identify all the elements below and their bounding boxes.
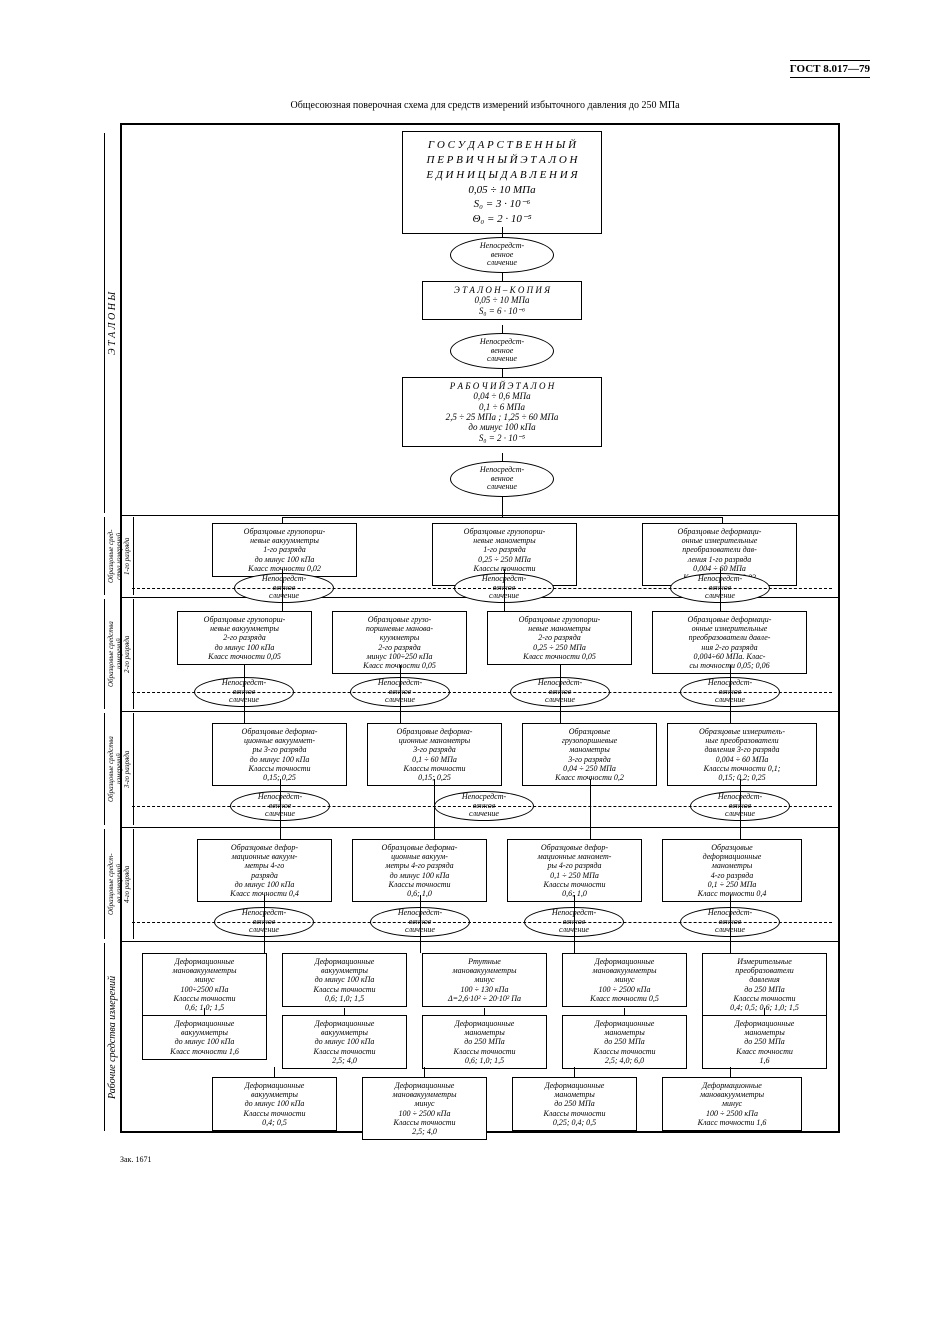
w2-b: Деформационныевакуумметрыдо минус 100 кП… <box>282 1015 407 1069</box>
label-rab: Рабочие средства измерений <box>104 943 121 1131</box>
w2-d: Деформационныеманометрыдо 250 МПаКлассы … <box>562 1015 687 1069</box>
label-r4: Образцовые средст-ва измерений4-го разря… <box>104 829 134 939</box>
oval-npsr-3: Непосредст-венноесличение <box>450 461 554 497</box>
label-r1: Образцовые сред-ства измерений1-го разря… <box>104 517 134 595</box>
w1-e: Измерительныепреобразователидавлениядо 2… <box>702 953 827 1016</box>
r1-a: Образцовые грузопорш-невые вакуумметры1-… <box>212 523 357 577</box>
gost-number: ГОСТ 8.017—79 <box>790 60 870 78</box>
r4-d: Образцовыедеформационныеманометры4-го ра… <box>662 839 802 902</box>
r4-c: Образцовые дефор-мационные маномет-ры 4-… <box>507 839 642 902</box>
w3-c: Деформационныеманометрыдо 250 МПаКлассы … <box>512 1077 637 1131</box>
w3-a: Деформационныевакуумметрыдо минус 100 кП… <box>212 1077 337 1131</box>
primary-etalon: Г О С У Д А Р С Т В Е Н Н Ы Й П Е Р В И … <box>402 131 602 234</box>
r3-a: Образцовые деформа-ционные вакууммет-ры … <box>212 723 347 786</box>
page-title: Общесоюзная поверочная схема для средств… <box>100 100 870 111</box>
w1-d: Деформационныемановакуумметрыминус100 ÷ … <box>562 953 687 1007</box>
r3-d: Образцовые измеритель-ные преобразовател… <box>667 723 817 786</box>
label-r2: Образцовые средстваизмерений2-го разряда <box>104 599 134 709</box>
r3-b: Образцовые деформа-ционные манометры3-го… <box>367 723 502 786</box>
print-footer: Зак. 1671 <box>120 1155 151 1164</box>
w1-a: Деформационныемановакуумметрыминус100÷25… <box>142 953 267 1016</box>
r4-b: Образцовые деформа-ционные вакуум-метры … <box>352 839 487 902</box>
label-r3: Образцовые средстваизмерений3-го разряда <box>104 713 134 825</box>
etalon-copy: Э Т А Л О Н – К О П И Я 0,05 ÷ 10 МПа S₀… <box>422 281 582 320</box>
w3-d: Деформационныемановакуумметрыминус100 ÷ … <box>662 1077 802 1131</box>
w1-c: Ртутныемановакуумметрыминус100 ÷ 130 кПа… <box>422 953 547 1007</box>
w1-b: Деформационныевакуумметрыдо минус 100 кП… <box>282 953 407 1007</box>
label-etalony: Э Т А Л О Н Ы <box>104 133 121 513</box>
working-etalon: Р А Б О Ч И Й Э Т А Л О Н 0,04 ÷ 0,6 МПа… <box>402 377 602 447</box>
r4-a: Образцовые дефор-мационные вакуум-метры … <box>197 839 332 902</box>
r2-c: Образцовые грузопорш-невые манометры2-го… <box>487 611 632 665</box>
r3-c: Образцовыегрузопоршневыеманометры3-го ра… <box>522 723 657 786</box>
r2-a: Образцовые грузопорш-невые вакуумметры2-… <box>177 611 312 665</box>
w2-c: Деформационныеманометрыдо 250 МПаКлассы … <box>422 1015 547 1069</box>
w3-b: Деформационныемановакуумметрыминус100 ÷ … <box>362 1077 487 1140</box>
diagram-frame: Э Т А Л О Н Ы Образцовые сред-ства измер… <box>120 123 840 1133</box>
oval-npsr-1: Непосредст-венноесличение <box>450 237 554 273</box>
w2-e: Деформационныеманометрыдо 250 МПаКласс т… <box>702 1015 827 1069</box>
oval-npsr-2: Непосредст-венноесличение <box>450 333 554 369</box>
w2-a: Деформационныевакуумметрыдо минус 100 кП… <box>142 1015 267 1060</box>
